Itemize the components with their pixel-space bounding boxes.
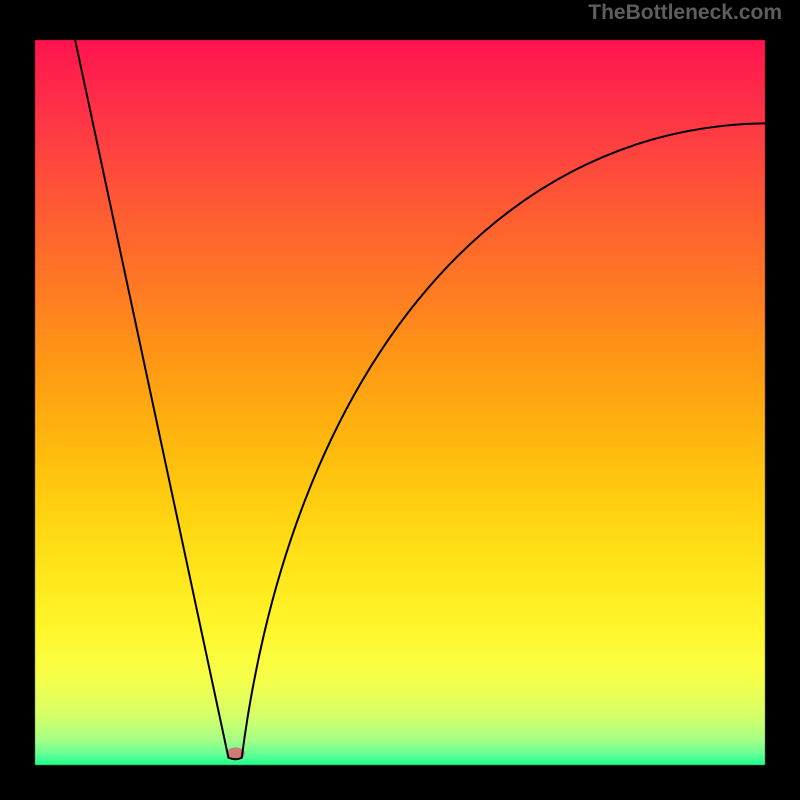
watermark-text: TheBottleneck.com (588, 1, 782, 25)
chart-stage: TheBottleneck.com (0, 0, 800, 800)
gradient-canvas (0, 0, 800, 800)
